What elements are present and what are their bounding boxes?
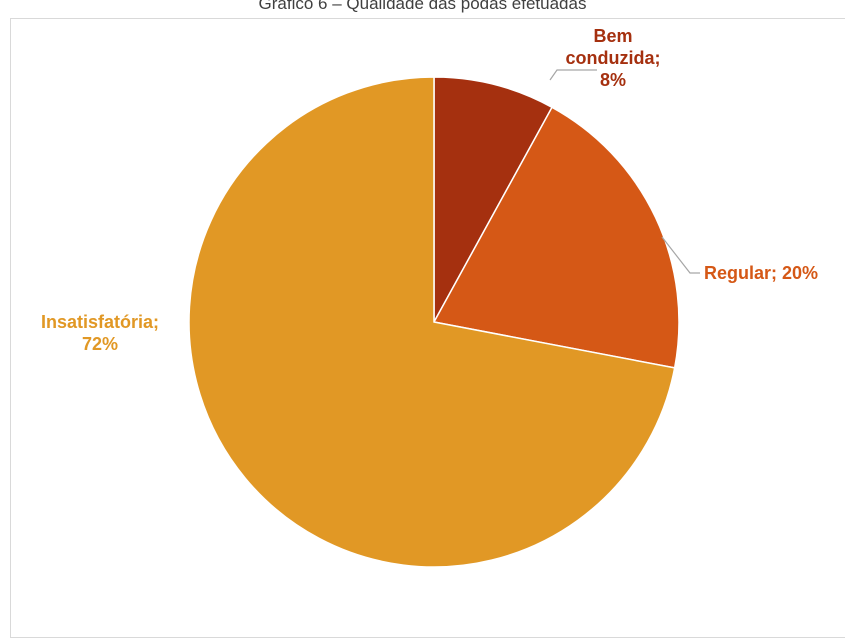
leader-line	[661, 236, 700, 274]
data-label: Insatisfatória; 72%	[41, 312, 159, 354]
chart-title: Gráfico 6 – Qualidade das podas efetuada…	[258, 0, 587, 13]
data-label: Bem conduzida; 8%	[566, 26, 661, 90]
pie-slice-bem-conduzida	[433, 76, 554, 323]
pie-chart: Bem conduzida; 8% Regular; 20% Insatisfatóri…	[41, 26, 818, 568]
pie-slice-insatisfat-ria	[188, 76, 676, 568]
pie-slice-regular	[432, 106, 680, 369]
leader-line	[549, 69, 597, 81]
data-label: Regular; 20%	[704, 263, 818, 283]
